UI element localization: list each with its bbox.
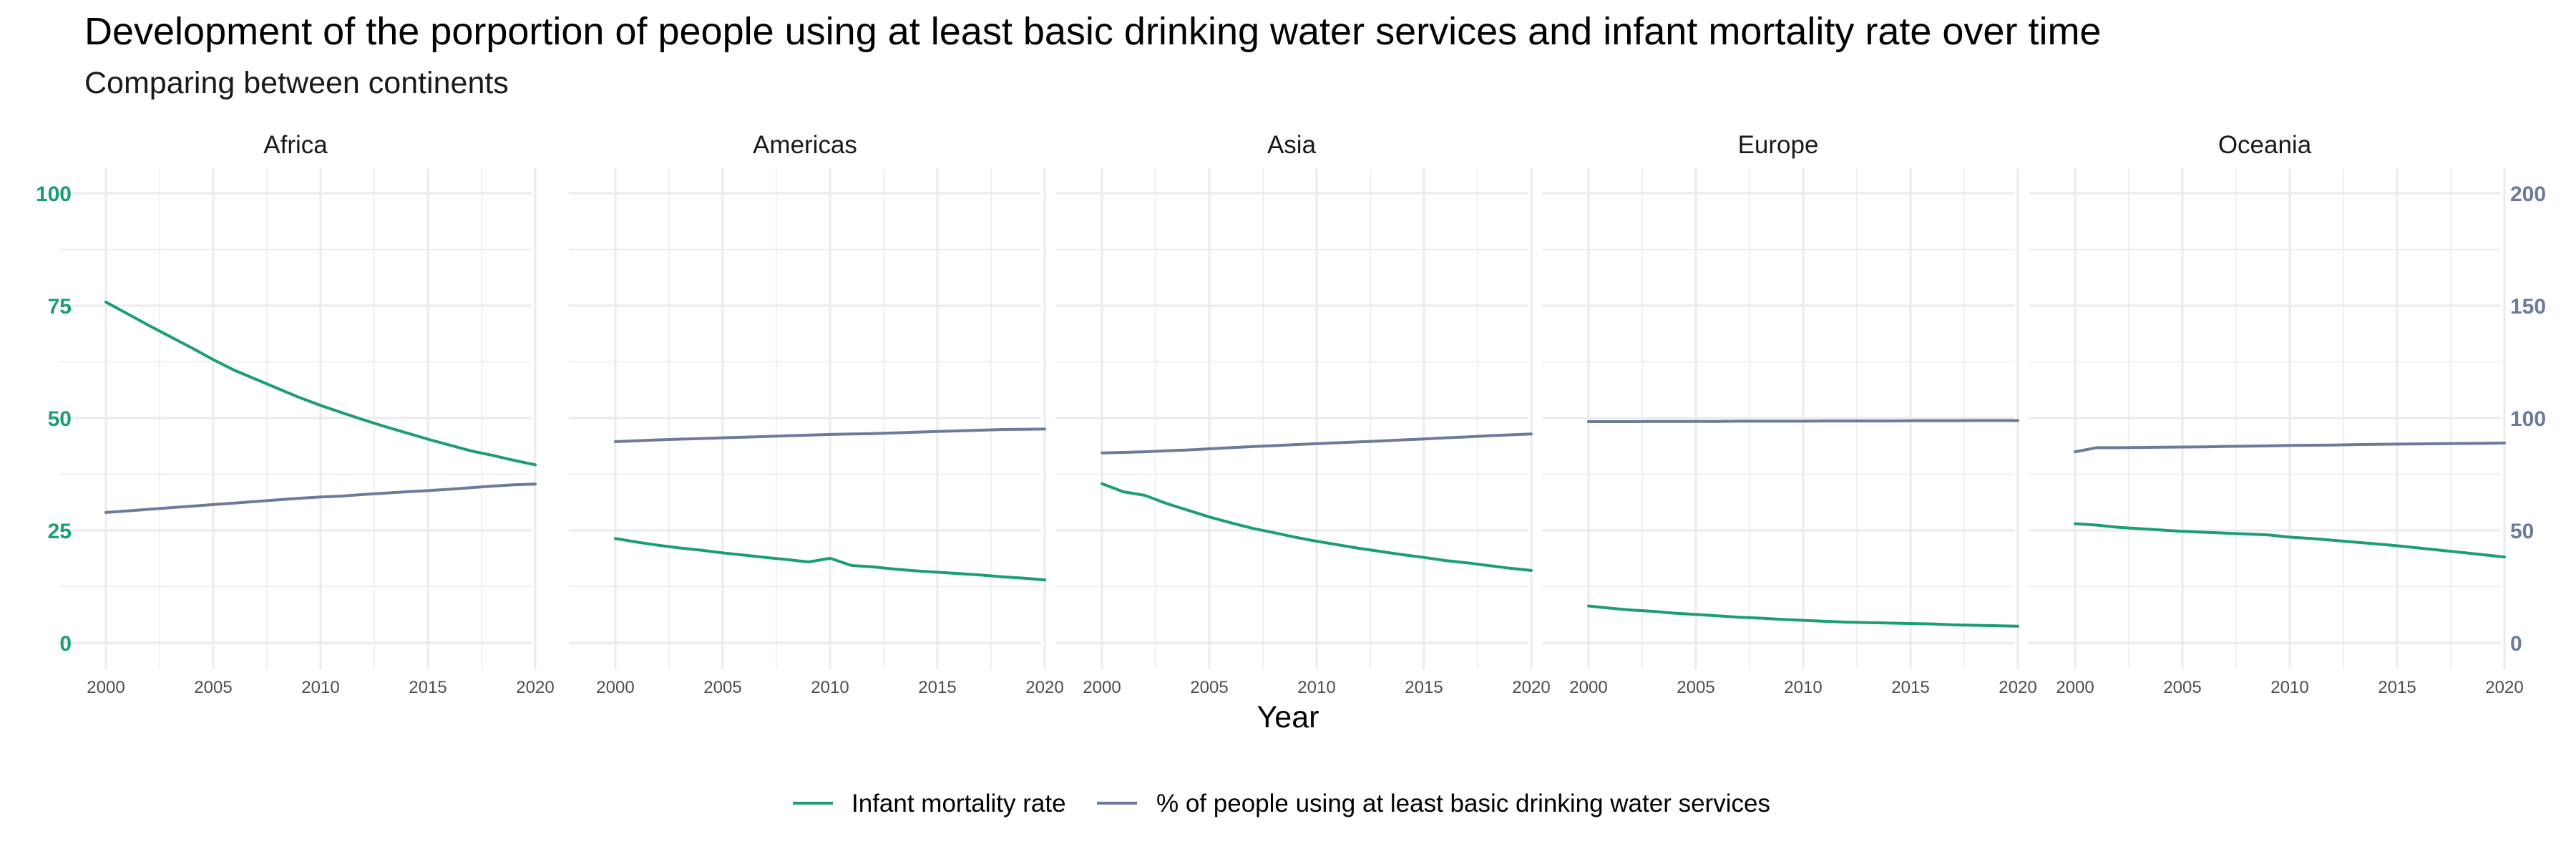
y-right-tick-label: 50 — [2510, 520, 2534, 543]
facet-panels: Africa 2000 2005 2010 2015 2020 Americas 2000 20… — [59, 131, 2524, 697]
y-left-tick-label: 100 — [36, 183, 72, 206]
x-tick-label: 2020 — [1999, 678, 2036, 697]
series-line-water-services — [104, 482, 537, 514]
x-axis-label: Year — [1257, 700, 1319, 734]
y-left-tick-label: 0 — [59, 632, 72, 656]
series-line-water-services — [1101, 432, 1533, 455]
x-tick-label: 2020 — [1025, 678, 1063, 697]
chart-subtitle: Comparing between continents — [84, 66, 509, 100]
panel-africa: Africa 2000 2005 2010 2015 2020 — [59, 131, 555, 697]
x-tick-label: 2015 — [409, 678, 447, 697]
x-tick-label: 2015 — [2378, 678, 2416, 697]
series-line-water-services — [2074, 441, 2506, 454]
series-line-infant-mortality — [614, 537, 1046, 582]
facet-label: Europe — [1738, 131, 1819, 159]
x-tick-label: 2000 — [596, 678, 634, 697]
facet-label: Oceania — [2218, 131, 2312, 159]
series-line-infant-mortality — [1101, 482, 1533, 572]
legend: Infant mortality rate % of people using a… — [793, 790, 1770, 817]
panel-oceania: Oceania 2000 2005 2010 2015 2020 — [2029, 131, 2524, 697]
series-line-infant-mortality — [2074, 522, 2506, 559]
chart-title: Development of the porportion of people … — [84, 10, 2101, 53]
y-right-tick-label: 0 — [2510, 632, 2522, 656]
series-line-water-services — [614, 427, 1046, 443]
x-tick-label: 2005 — [1677, 678, 1714, 697]
series-line-water-services — [1587, 419, 2019, 423]
series-line-infant-mortality — [104, 301, 537, 467]
x-tick-label: 2015 — [1891, 678, 1929, 697]
panel-asia: Asia 2000 2005 2010 2015 2020 — [1055, 131, 1551, 697]
x-tick-label: 2000 — [87, 678, 125, 697]
y-right-tick-label: 150 — [2510, 295, 2546, 319]
x-tick-label: 2005 — [703, 678, 741, 697]
x-tick-label: 2000 — [1569, 678, 1607, 697]
y-right-tick-label: 100 — [2510, 407, 2546, 431]
x-tick-label: 2000 — [1083, 678, 1121, 697]
legend-label: % of people using at least basic drinkin… — [1156, 790, 1770, 817]
panel-europe: Europe 2000 2005 2010 2015 2020 — [1542, 131, 2037, 697]
facet-label: Africa — [263, 131, 328, 159]
series-line-infant-mortality — [1587, 604, 2019, 628]
x-tick-label: 2000 — [2056, 678, 2094, 697]
x-tick-label: 2020 — [1512, 678, 1550, 697]
x-tick-label: 2005 — [194, 678, 232, 697]
panel-americas: Americas 2000 2005 2010 2015 2020 — [569, 131, 1064, 697]
y-left-tick-label: 50 — [48, 407, 72, 431]
y-right-tick-label: 200 — [2510, 183, 2546, 206]
x-tick-label: 2020 — [516, 678, 554, 697]
x-tick-label: 2005 — [2163, 678, 2201, 697]
facet-label: Asia — [1267, 131, 1317, 159]
x-tick-label: 2010 — [301, 678, 339, 697]
x-tick-label: 2005 — [1190, 678, 1228, 697]
x-tick-label: 2020 — [2485, 678, 2523, 697]
facet-label: Americas — [753, 131, 857, 159]
x-tick-label: 2015 — [1405, 678, 1443, 697]
y-left-tick-label: 25 — [48, 520, 72, 543]
legend-item: Infant mortality rate — [793, 790, 1066, 817]
legend-item: % of people using at least basic drinkin… — [1097, 790, 1770, 817]
x-tick-label: 2010 — [1297, 678, 1335, 697]
x-tick-label: 2015 — [918, 678, 956, 697]
legend-label: Infant mortality rate — [852, 790, 1066, 817]
x-tick-label: 2010 — [811, 678, 849, 697]
x-tick-label: 2010 — [1784, 678, 1822, 697]
y-axes: 0 25 50 75 100 0 50 100 150 200 — [36, 183, 2546, 656]
y-left-tick-label: 75 — [48, 295, 72, 319]
x-tick-label: 2010 — [2270, 678, 2308, 697]
